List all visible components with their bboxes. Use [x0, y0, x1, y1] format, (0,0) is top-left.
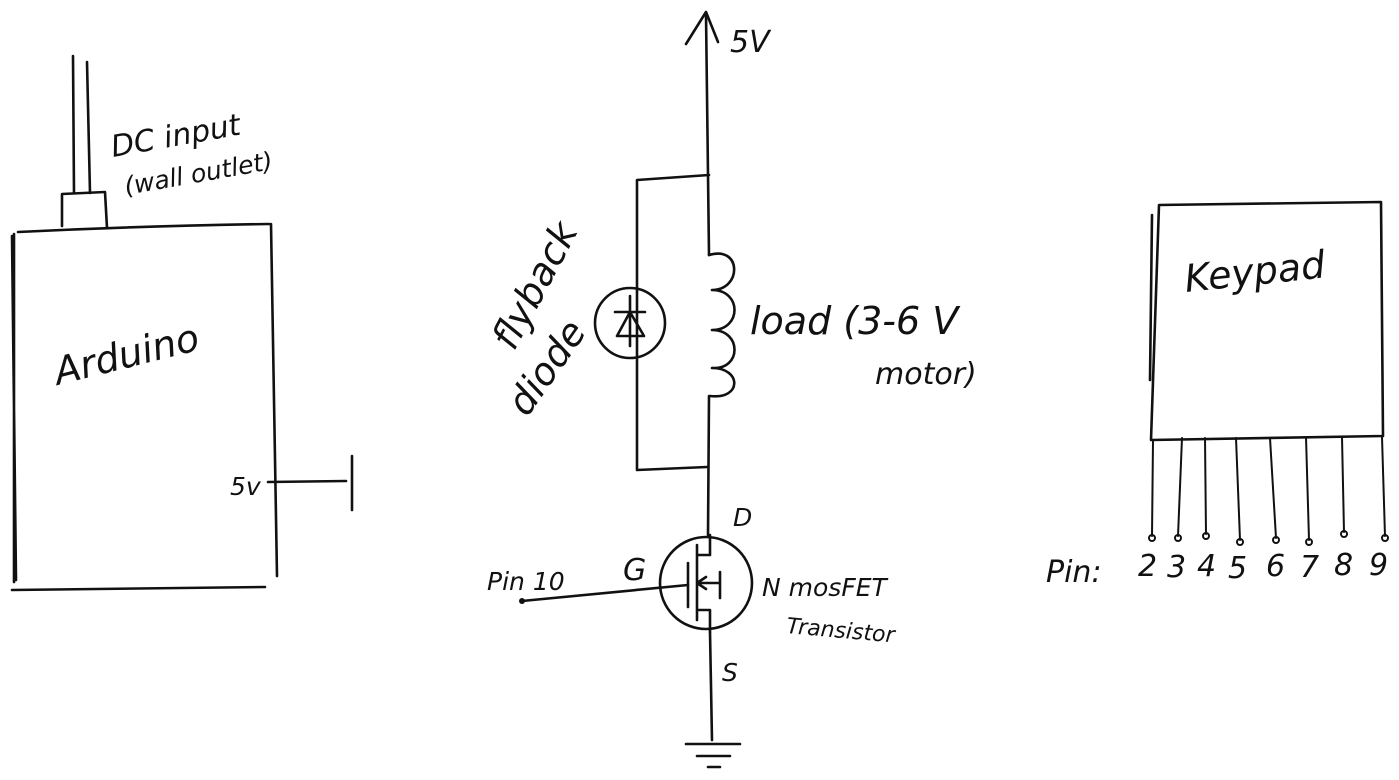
- transistor-sublabel: Transistor: [785, 614, 897, 649]
- arduino-5v-label: 5v: [230, 472, 262, 501]
- keypad-pin-label: 4: [1197, 549, 1216, 584]
- diode-symbol-circle: [593, 286, 667, 360]
- dc-jack: [60, 190, 109, 230]
- keypad-label: Keypad: [1182, 242, 1328, 301]
- keypad-pin-dots: [1148, 530, 1389, 546]
- source-label: S: [722, 658, 738, 687]
- arduino-block: Arduino 5v DC input (wall outlet): [10, 54, 354, 592]
- transistor-label: N mosFET: [762, 573, 888, 602]
- keypad-pin-label: 5: [1228, 551, 1247, 586]
- keypad-pin-label: 7: [1300, 550, 1319, 585]
- ground-icon: [684, 742, 742, 769]
- keypad-pin-wires: [1151, 436, 1386, 541]
- keypad-pin-label: 2: [1138, 549, 1157, 584]
- gate-wire: [520, 583, 690, 603]
- keypad-pin-label: 3: [1167, 550, 1186, 585]
- source-wire: [708, 630, 714, 742]
- load-label: load (3-6 V: [750, 299, 961, 343]
- load-sublabel: motor): [875, 357, 977, 392]
- keypad-pin-label: 8: [1334, 548, 1353, 583]
- arduino-5v-wire: [266, 479, 348, 484]
- gate-pin-dot: [519, 598, 525, 604]
- supply-label: 5V: [730, 25, 772, 60]
- supply-wire: [704, 12, 711, 257]
- keypad-block: Keypad Pin: 2 3 4 5 6 7 8 9: [1046, 200, 1389, 590]
- mosfet-icon: [686, 533, 722, 634]
- diode-icon: [613, 294, 647, 348]
- gate-pin-label: Pin 10: [487, 567, 565, 596]
- dc-input-cable: [71, 54, 92, 195]
- gate-label: G: [623, 553, 646, 588]
- load-coil: [707, 252, 736, 398]
- keypad-pins-prefix: Pin:: [1046, 555, 1102, 590]
- arduino-board-outline: [10, 222, 279, 592]
- keypad-pin-label: 9: [1369, 548, 1388, 583]
- mosfet-circle: [658, 535, 754, 631]
- motor-circuit: 5V flyback diode load (3-6 V motor) G D …: [483, 10, 977, 769]
- arduino-label: Arduino: [47, 315, 204, 394]
- drain-label: D: [733, 503, 752, 532]
- diode-branch-wire: [635, 173, 711, 472]
- load-to-drain-wire: [706, 394, 711, 537]
- supply-arrow: [684, 10, 720, 46]
- keypad-pin-label: 6: [1266, 549, 1285, 584]
- keypad-outline: [1148, 200, 1385, 442]
